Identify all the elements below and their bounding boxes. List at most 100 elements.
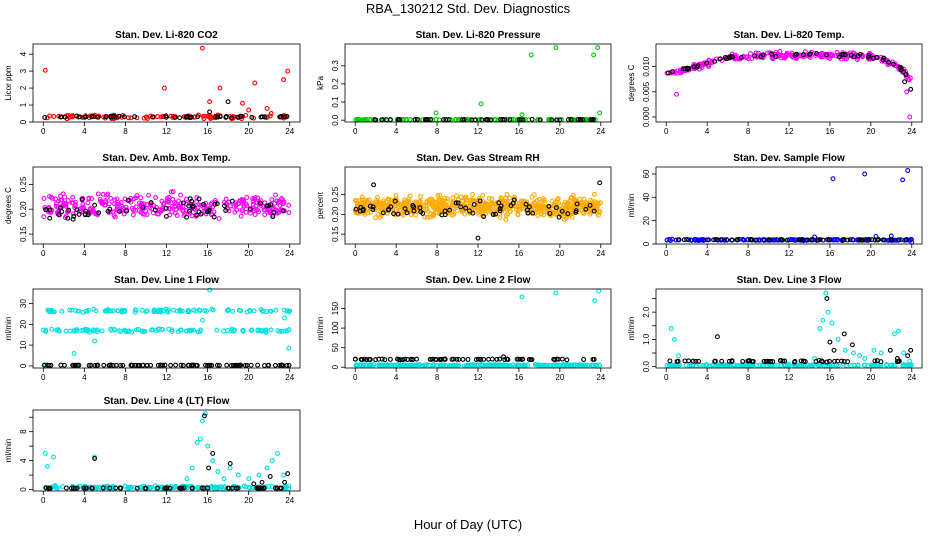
data-point: [132, 309, 138, 315]
data-point: [206, 465, 212, 471]
data-point: [168, 189, 174, 195]
panel-title: Stan. Dev. Sample Flow: [733, 153, 845, 164]
data-point: [802, 359, 808, 364]
data-point: [359, 194, 365, 200]
data-point: [361, 356, 367, 362]
data-point: [546, 117, 552, 122]
data-point: [477, 198, 483, 204]
x-tick-label: 24: [285, 127, 294, 136]
data-point: [178, 308, 183, 314]
data-point: [196, 196, 202, 202]
data-point: [173, 483, 179, 489]
data-point: [780, 358, 786, 364]
data-point: [686, 66, 692, 71]
x-tick-label: 0: [353, 373, 358, 382]
data-point: [470, 210, 476, 216]
data-point: [454, 362, 459, 368]
data-point: [116, 113, 122, 119]
data-point: [62, 114, 68, 120]
data-point: [364, 357, 370, 363]
data-point: [43, 206, 49, 212]
data-point: [693, 358, 699, 364]
data-point: [445, 196, 450, 202]
data-point: [172, 204, 178, 210]
data-point: [60, 484, 65, 490]
data-point: [286, 362, 292, 368]
data-point: [466, 362, 472, 368]
data-point: [224, 362, 230, 368]
data-point: [576, 362, 582, 368]
data-point: [519, 112, 525, 118]
data-point: [565, 362, 571, 368]
data-point: [172, 115, 178, 120]
data-point: [95, 191, 101, 197]
data-point: [681, 66, 687, 72]
data-point: [778, 358, 783, 363]
data-point: [276, 200, 281, 206]
data-point: [896, 237, 902, 243]
data-point: [44, 115, 50, 121]
data-point: [891, 331, 897, 337]
data-point: [441, 117, 447, 123]
data-point: [270, 214, 276, 220]
x-tick-label: 4: [394, 249, 399, 258]
x-tick-label: 0: [353, 127, 358, 136]
data-point: [382, 203, 388, 209]
data-point: [119, 309, 125, 315]
data-point: [232, 209, 238, 215]
panel-title: Stan. Dev. Gas Stream RH: [416, 153, 539, 164]
data-point: [195, 329, 201, 335]
data-point: [165, 309, 171, 315]
data-point: [535, 117, 541, 123]
panel-1: Stan. Dev. Li-820 Pressure kPa 0 4 8 12 16 20 24…: [316, 30, 612, 136]
data-point: [169, 329, 175, 334]
data-point: [207, 287, 213, 293]
data-point: [257, 327, 263, 333]
data-point: [439, 202, 445, 208]
y-axis-label: degrees C: [627, 64, 636, 101]
x-tick-label: 12: [162, 249, 171, 258]
data-point: [556, 214, 562, 220]
data-point: [205, 443, 211, 449]
data-point: [370, 207, 376, 212]
data-point: [375, 201, 381, 207]
series-5-min: [353, 45, 603, 123]
data-point: [486, 195, 492, 201]
data-point: [454, 356, 460, 362]
data-point: [528, 52, 534, 58]
data-point: [256, 472, 262, 478]
x-tick-label: 8: [435, 249, 440, 258]
data-point: [908, 347, 914, 353]
data-point: [894, 356, 900, 361]
data-point: [464, 197, 470, 203]
x-tick-label: 16: [825, 127, 834, 136]
data-point: [227, 461, 233, 466]
data-point: [473, 357, 479, 362]
data-point: [475, 235, 481, 241]
data-point: [422, 363, 428, 368]
data-point: [67, 328, 73, 334]
data-point: [696, 237, 702, 243]
data-point: [246, 107, 252, 113]
data-point: [160, 362, 166, 368]
data-point: [878, 350, 884, 356]
data-point: [486, 356, 492, 362]
data-point: [186, 309, 192, 315]
data-point: [282, 328, 288, 334]
data-point: [561, 217, 567, 222]
data-point: [281, 77, 287, 83]
data-point: [196, 209, 202, 215]
data-point: [563, 202, 569, 208]
data-point: [886, 59, 892, 65]
data-point: [683, 362, 689, 368]
data-point: [504, 192, 510, 198]
data-point: [180, 200, 186, 206]
data-point: [147, 205, 153, 211]
data-point: [56, 328, 62, 334]
data-point: [520, 356, 526, 362]
data-point: [903, 237, 909, 243]
data-point: [354, 116, 360, 122]
data-point: [189, 198, 195, 204]
data-point: [434, 209, 440, 215]
data-point: [221, 476, 227, 482]
